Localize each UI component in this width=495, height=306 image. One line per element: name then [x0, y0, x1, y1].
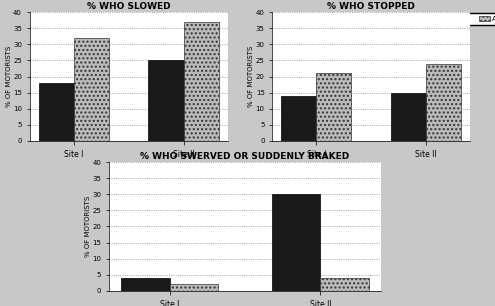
- Y-axis label: % OF MOTORISTS: % OF MOTORISTS: [5, 46, 12, 107]
- Bar: [148, 61, 184, 141]
- Bar: [281, 96, 316, 141]
- Title: % WHO SWERVED OR SUDDENLY BRAKED: % WHO SWERVED OR SUDDENLY BRAKED: [141, 152, 349, 161]
- Bar: [316, 73, 351, 141]
- Bar: [272, 194, 320, 291]
- Bar: [184, 22, 219, 141]
- Title: % WHO STOPPED: % WHO STOPPED: [327, 2, 415, 11]
- Bar: [170, 284, 218, 291]
- Y-axis label: % OF MOTORISTS: % OF MOTORISTS: [85, 196, 91, 257]
- Bar: [74, 38, 109, 141]
- Bar: [320, 278, 369, 291]
- Legend: Before, After: Before, After: [427, 13, 495, 25]
- Title: % WHO SLOWED: % WHO SLOWED: [87, 2, 170, 11]
- Bar: [391, 92, 426, 141]
- Bar: [39, 83, 74, 141]
- Bar: [426, 64, 461, 141]
- Y-axis label: % OF MOTORISTS: % OF MOTORISTS: [248, 46, 254, 107]
- Bar: [121, 278, 170, 291]
